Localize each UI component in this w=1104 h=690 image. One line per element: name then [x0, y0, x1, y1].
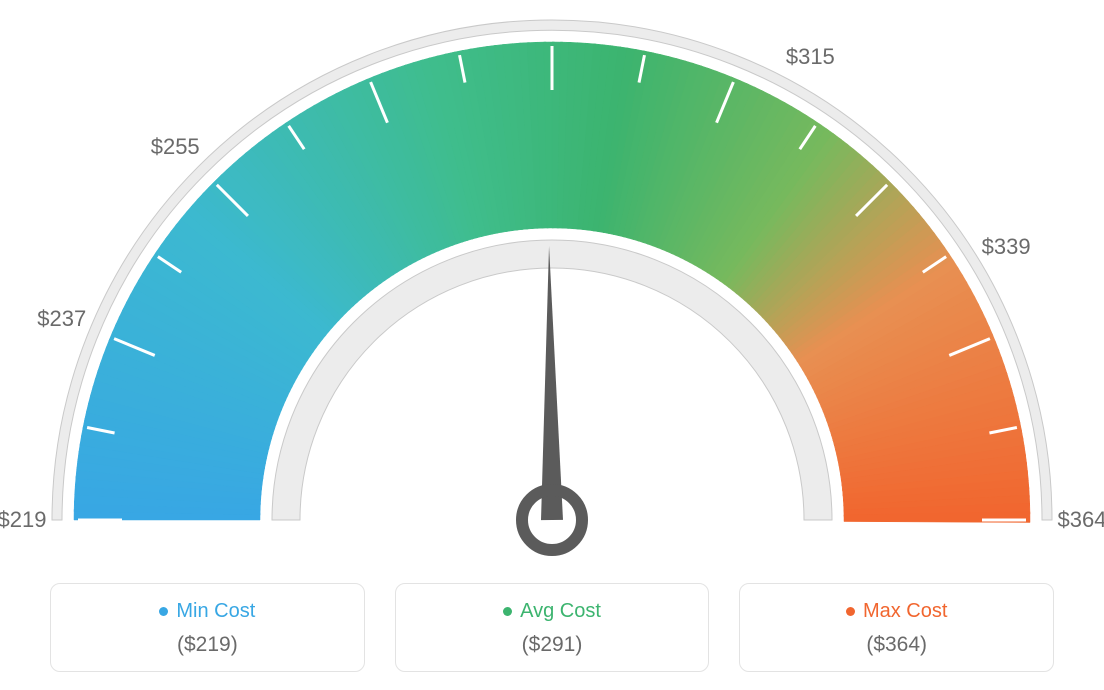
gauge-tick-label: $315 — [786, 44, 835, 70]
gauge-needle — [541, 246, 563, 520]
gauge-tick-label: $237 — [37, 306, 86, 332]
legend-card-min: Min Cost ($219) — [50, 583, 365, 672]
legend-value: ($364) — [750, 633, 1043, 657]
cost-gauge: $219 $237 $255 $291 $315 $339 $364 — [0, 0, 1104, 560]
dot-icon — [159, 607, 168, 616]
gauge-tick-label: $219 — [0, 507, 46, 533]
legend-label: Max Cost — [863, 600, 947, 623]
legend-title-avg: Avg Cost — [503, 600, 601, 623]
dot-icon — [846, 607, 855, 616]
gauge-tick-label: $291 — [522, 0, 571, 3]
gauge-tick-label: $364 — [1058, 507, 1104, 533]
legend-card-avg: Avg Cost ($291) — [395, 583, 710, 672]
dot-icon — [503, 607, 512, 616]
gauge-tick-label: $339 — [982, 234, 1031, 260]
legend-title-max: Max Cost — [846, 600, 947, 623]
legend-label: Avg Cost — [520, 600, 601, 623]
legend-card-max: Max Cost ($364) — [739, 583, 1054, 672]
legend-value: ($219) — [61, 633, 354, 657]
gauge-svg — [0, 0, 1104, 560]
legend-row: Min Cost ($219) Avg Cost ($291) Max Cost… — [0, 583, 1104, 672]
gauge-tick-label: $255 — [151, 134, 200, 160]
legend-value: ($291) — [406, 633, 699, 657]
legend-title-min: Min Cost — [159, 600, 255, 623]
legend-label: Min Cost — [176, 600, 255, 623]
